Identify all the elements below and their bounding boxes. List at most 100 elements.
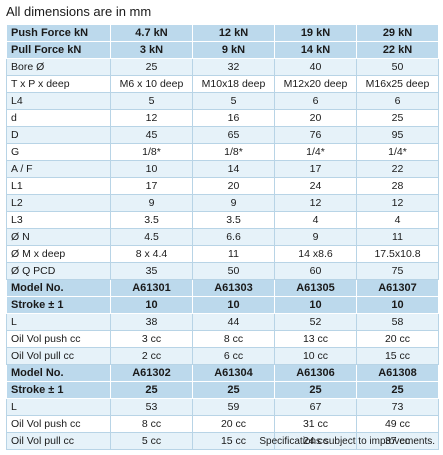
value-cell: 60: [274, 262, 357, 280]
value-cell: A61301: [110, 279, 193, 297]
row-label-cell: Stroke ± 1: [6, 381, 111, 399]
table-header-row: Push Force kN 4.7 kN 12 kN 19 kN 29 kN: [6, 24, 439, 42]
value-cell: 75: [356, 262, 439, 280]
value-cell: 10: [110, 160, 193, 178]
value-cell: 10 cc: [274, 347, 357, 365]
value-cell: A61304: [192, 364, 275, 382]
value-cell: 4: [274, 211, 357, 229]
value-cell: M10x18 deep: [192, 75, 275, 93]
value-cell: 50: [192, 262, 275, 280]
value-cell: 12 kN: [192, 24, 275, 42]
value-cell: M12x20 deep: [274, 75, 357, 93]
table-row: L1 17 20 24 28: [6, 177, 439, 195]
value-cell: 20: [274, 109, 357, 127]
row-label-cell: A / F: [6, 160, 111, 178]
value-cell: 52: [274, 313, 357, 331]
value-cell: A61305: [274, 279, 357, 297]
value-cell: 1/8*: [192, 143, 275, 161]
value-cell: 3.5: [110, 211, 193, 229]
row-label-cell: Ø M x deep: [6, 245, 111, 263]
value-cell: 3 cc: [110, 330, 193, 348]
value-cell: 3.5: [192, 211, 275, 229]
value-cell: 37 cc: [356, 432, 439, 450]
value-cell: 22 kN: [356, 41, 439, 59]
table-row: Oil Vol push cc 8 cc 20 cc 31 cc 49 cc: [6, 415, 439, 433]
value-cell: 12: [110, 109, 193, 127]
table-row: G 1/8* 1/8* 1/4* 1/4*: [6, 143, 439, 161]
table-header-row: Pull Force kN 3 kN 9 kN 14 kN 22 kN: [6, 41, 439, 59]
row-label-cell: Pull Force kN: [6, 41, 111, 59]
value-cell: 10: [110, 296, 193, 314]
value-cell: 5: [110, 92, 193, 110]
row-label-cell: L1: [6, 177, 111, 195]
value-cell: 9 kN: [192, 41, 275, 59]
table-row: L3 3.5 3.5 4 4: [6, 211, 439, 229]
value-cell: 1/4*: [356, 143, 439, 161]
value-cell: 24 cc: [274, 432, 357, 450]
value-cell: 13 cc: [274, 330, 357, 348]
table-row: D 45 65 76 95: [6, 126, 439, 144]
value-cell: 45: [110, 126, 193, 144]
value-cell: 73: [356, 398, 439, 416]
row-label-cell: L4: [6, 92, 111, 110]
table-row: Oil Vol pull cc 5 cc 15 cc 24 cc 37 cc: [6, 432, 439, 450]
value-cell: 25: [110, 381, 193, 399]
row-label-cell: L: [6, 398, 111, 416]
value-cell: 6: [274, 92, 357, 110]
value-cell: 5 cc: [110, 432, 193, 450]
value-cell: 4: [356, 211, 439, 229]
value-cell: M16x25 deep: [356, 75, 439, 93]
value-cell: 20: [192, 177, 275, 195]
value-cell: 9: [192, 194, 275, 212]
value-cell: 95: [356, 126, 439, 144]
table-row: d 12 16 20 25: [6, 109, 439, 127]
value-cell: 31 cc: [274, 415, 357, 433]
value-cell: 44: [192, 313, 275, 331]
value-cell: 20 cc: [192, 415, 275, 433]
value-cell: 76: [274, 126, 357, 144]
table-header-row: Model No. A61302 A61304 A61306 A61308: [6, 364, 439, 382]
value-cell: 17: [110, 177, 193, 195]
table-row: Oil Vol pull cc 2 cc 6 cc 10 cc 15 cc: [6, 347, 439, 365]
value-cell: 10: [356, 296, 439, 314]
value-cell: 4.5: [110, 228, 193, 246]
value-cell: A61303: [192, 279, 275, 297]
value-cell: 35: [110, 262, 193, 280]
value-cell: 22: [356, 160, 439, 178]
row-label-cell: Ø Q PCD: [6, 262, 111, 280]
table-row: L 53 59 67 73: [6, 398, 439, 416]
value-cell: 10: [274, 296, 357, 314]
table-row: Ø N 4.5 6.6 9 11: [6, 228, 439, 246]
table-row: A / F 10 14 17 22: [6, 160, 439, 178]
value-cell: 14 x8.6: [274, 245, 357, 263]
row-label-cell: Oil Vol push cc: [6, 415, 111, 433]
value-cell: M6 x 10 deep: [110, 75, 193, 93]
row-label-cell: D: [6, 126, 111, 144]
value-cell: 38: [110, 313, 193, 331]
value-cell: 14: [192, 160, 275, 178]
value-cell: 28: [356, 177, 439, 195]
table-row: Oil Vol push cc 3 cc 8 cc 13 cc 20 cc: [6, 330, 439, 348]
value-cell: 32: [192, 58, 275, 76]
value-cell: 58: [356, 313, 439, 331]
value-cell: 65: [192, 126, 275, 144]
value-cell: 9: [274, 228, 357, 246]
table-row: T x P x deep M6 x 10 deep M10x18 deep M12x2…: [6, 75, 439, 93]
row-label-cell: L3: [6, 211, 111, 229]
row-label-cell: T x P x deep: [6, 75, 111, 93]
value-cell: 5: [192, 92, 275, 110]
value-cell: 6: [356, 92, 439, 110]
value-cell: 40: [274, 58, 357, 76]
row-label-cell: Oil Vol push cc: [6, 330, 111, 348]
dimensions-caption: All dimensions are in mm: [6, 4, 152, 19]
value-cell: 3 kN: [110, 41, 193, 59]
value-cell: 4.7 kN: [110, 24, 193, 42]
value-cell: 20 cc: [356, 330, 439, 348]
value-cell: 1/4*: [274, 143, 357, 161]
specification-table-body: Push Force kN 4.7 kN 12 kN 19 kN 29 kN Pull F…: [6, 24, 439, 450]
value-cell: 19 kN: [274, 24, 357, 42]
row-label-cell: Push Force kN: [6, 24, 111, 42]
value-cell: 59: [192, 398, 275, 416]
value-cell: 8 x 4.4: [110, 245, 193, 263]
value-cell: 16: [192, 109, 275, 127]
